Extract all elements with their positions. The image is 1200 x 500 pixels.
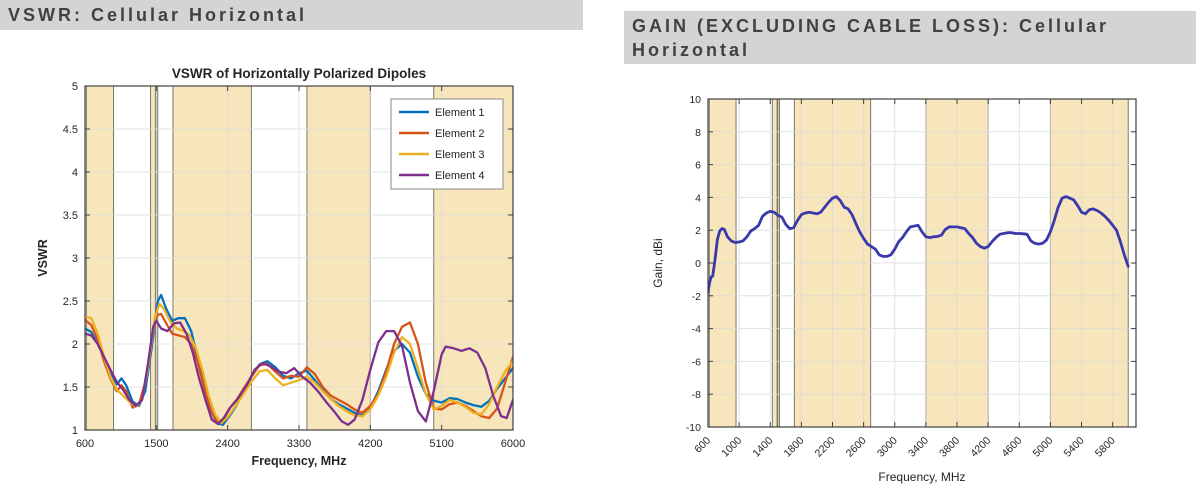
y-tick-label: -6 — [692, 356, 701, 368]
x-tick-label: 600 — [692, 435, 713, 456]
y-tick-label: 10 — [689, 94, 701, 106]
y-tick-label: 2 — [72, 339, 78, 351]
y-tick-label: -8 — [692, 389, 701, 401]
legend-label: Element 2 — [435, 128, 485, 140]
y-tick-label: -10 — [686, 422, 701, 434]
y-axis-label: Gain, dBi — [651, 238, 665, 287]
series-line-element-1 — [85, 293, 513, 426]
x-tick-label: 3000 — [875, 435, 900, 460]
x-axis-label: Frequency, MHz — [252, 454, 347, 468]
y-tick-label: 1.5 — [63, 382, 78, 394]
legend-label: Element 4 — [435, 170, 485, 182]
x-tick-label: 1400 — [750, 435, 775, 460]
y-tick-label: -2 — [692, 291, 701, 303]
x-tick-label: 5400 — [1062, 435, 1087, 460]
x-tick-label: 4200 — [358, 438, 382, 450]
gain-chart: 600 1000 1400 1800 2200 2600 3000 3400 3800 4200 4… — [651, 94, 1137, 484]
chart-title: VSWR of Horizontally Polarized Dipoles — [172, 66, 426, 81]
y-tick-label: 6 — [695, 160, 701, 172]
vswr-chart: 600 1500 2400 3300 4200 5100 6000 1 1.5 2 2.5 3 3.5 4… — [36, 66, 525, 468]
vswr-section-header: VSWR: Cellular Horizontal — [0, 0, 583, 30]
y-tick-label: -4 — [692, 324, 701, 336]
y-tick-label: 3 — [72, 253, 78, 265]
y-tick-label: 4 — [72, 167, 78, 179]
y-tick-label: 0 — [695, 258, 701, 270]
x-tick-label: 1000 — [719, 435, 744, 460]
gain-section-header: GAIN (EXCLUDING CABLE LOSS): Cellular Ho… — [624, 11, 1196, 64]
x-tick-label: 4200 — [968, 435, 993, 460]
x-tick-label: 5000 — [1031, 435, 1056, 460]
y-tick-label: 8 — [695, 127, 701, 139]
x-tick-label: 1500 — [144, 438, 168, 450]
x-tick-label: 5100 — [429, 438, 453, 450]
x-tick-label: 3400 — [906, 435, 931, 460]
x-axis-label: Frequency, MHz — [878, 470, 965, 484]
x-tick-label: 600 — [76, 438, 94, 450]
x-tick-label: 3800 — [937, 435, 962, 460]
y-tick-label: 2.5 — [63, 296, 78, 308]
legend-label: Element 1 — [435, 107, 485, 119]
gain-section-header-line1: GAIN (EXCLUDING CABLE LOSS): Cellular — [632, 16, 1110, 36]
y-tick-label: 4 — [695, 192, 701, 204]
y-axis-label: VSWR — [36, 239, 50, 277]
y-tick-label: 4.5 — [63, 124, 78, 136]
x-tick-label: 1800 — [782, 435, 807, 460]
x-tick-label: 2600 — [844, 435, 869, 460]
x-tick-label: 4600 — [999, 435, 1024, 460]
x-tick-label: 3300 — [287, 438, 311, 450]
series-line-gain — [708, 195, 1130, 294]
y-tick-label: 5 — [72, 81, 78, 93]
y-tick-label: 1 — [72, 425, 78, 437]
vswr-section-header-text: VSWR: Cellular Horizontal — [8, 5, 308, 25]
gain-section-header-line2: Horizontal — [632, 40, 750, 60]
x-tick-label: 5800 — [1093, 435, 1118, 460]
x-tick-label: 2400 — [215, 438, 239, 450]
x-tick-label: 2200 — [813, 435, 838, 460]
series-line-element-4 — [85, 319, 513, 426]
y-tick-label: 2 — [695, 225, 701, 237]
legend-label: Element 3 — [435, 149, 485, 161]
y-tick-label: 3.5 — [63, 210, 78, 222]
x-tick-label: 6000 — [501, 438, 525, 450]
